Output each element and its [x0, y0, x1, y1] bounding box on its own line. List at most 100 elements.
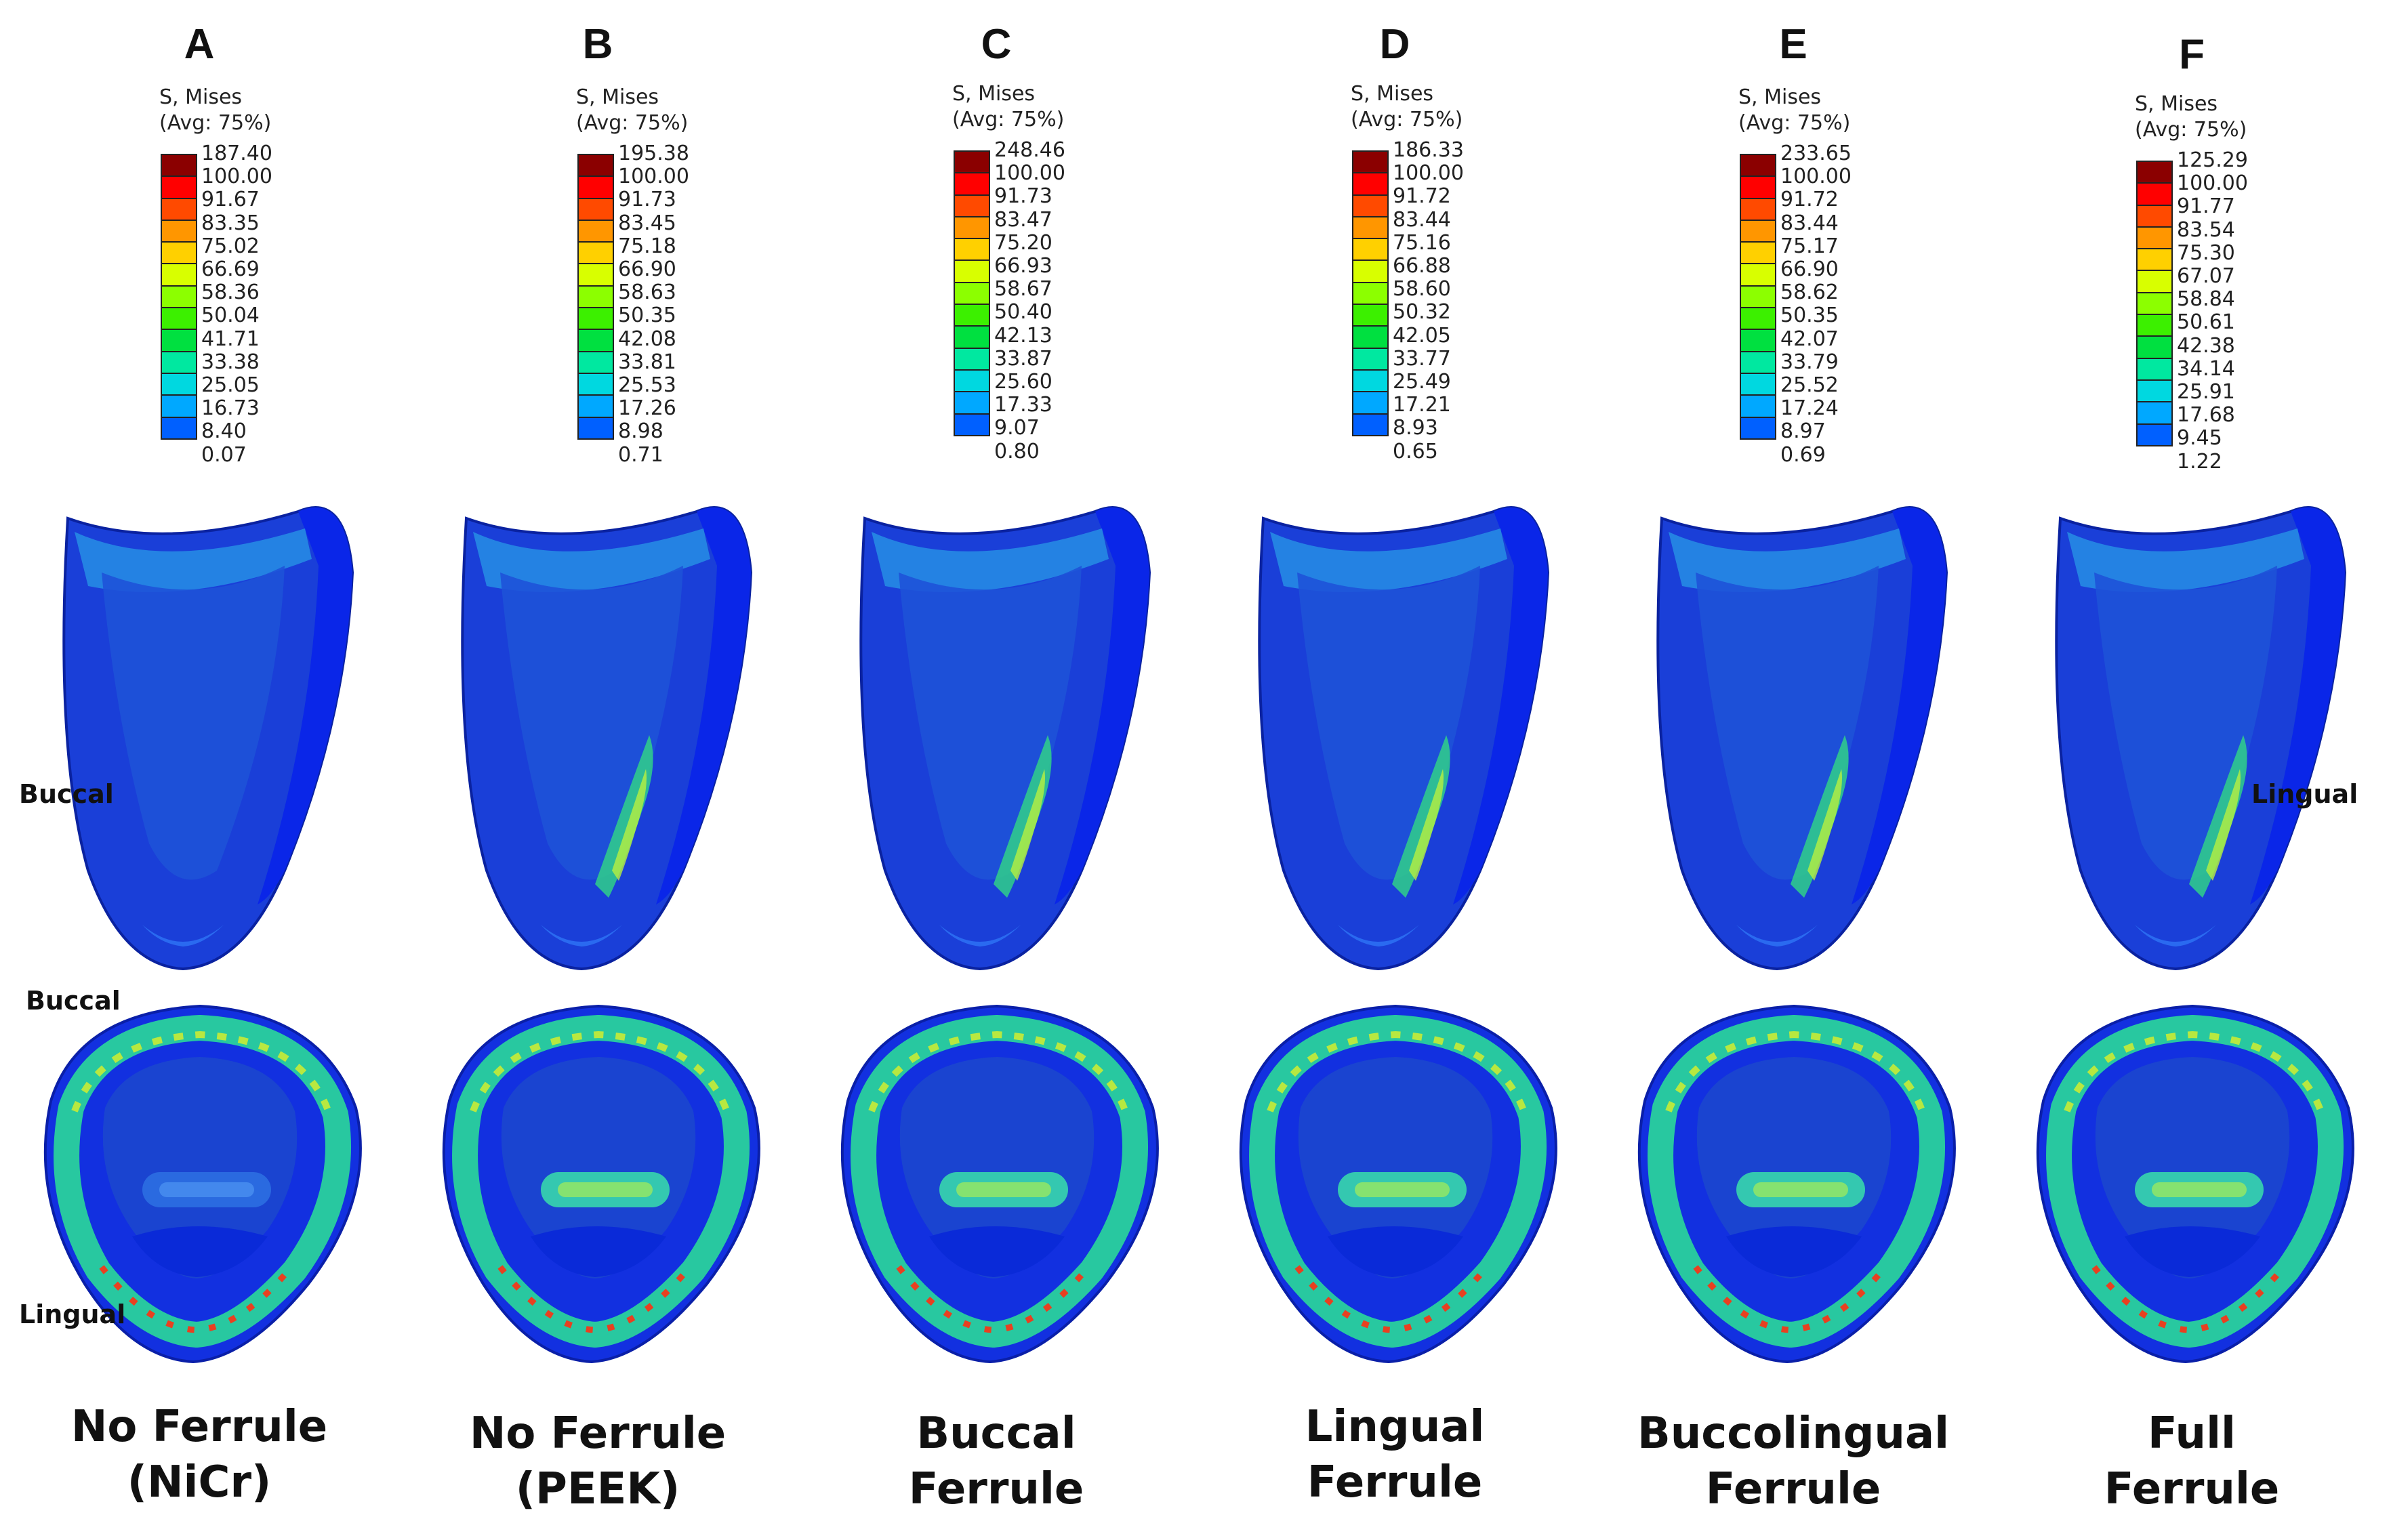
legend-title: S, Mises: [952, 82, 1036, 106]
legend-tick-label: 83.44: [1780, 211, 1839, 235]
occlusal-view-stress-plot: [840, 1004, 1159, 1364]
legend-tick-label: 91.72: [1393, 184, 1451, 209]
caption-line-1: No Ferrule: [70, 1402, 328, 1452]
legend-swatch: [955, 414, 989, 436]
panel-caption: Lingual Ferrule: [1196, 1399, 1594, 1510]
legend-tick-label: 33.79: [1780, 350, 1839, 374]
stress-streak: [994, 735, 1052, 898]
legend-swatch: [1353, 239, 1387, 262]
legend-title: S, Mises: [1738, 85, 1822, 109]
legend-swatch: [1741, 220, 1775, 243]
legend-swatch: [1353, 152, 1387, 174]
legend-tick-label: 42.07: [1780, 327, 1839, 351]
legend-tick-label: 58.62: [1780, 280, 1839, 305]
stress-legend: S, Mises (Avg: 75%) 233.65 100.00 91.72 83.44…: [1738, 85, 2023, 491]
legend-tick-label: 17.68: [2177, 403, 2235, 428]
panel-caption: Buccal Ferrule: [797, 1406, 1196, 1517]
legend-tick-label: 91.72: [1780, 188, 1839, 212]
legend-swatch: [955, 261, 989, 283]
legend-tick-label: 25.53: [618, 373, 676, 397]
legend-title: S, Mises: [576, 85, 659, 109]
legend-swatch: [955, 392, 989, 415]
legend-swatch: [955, 195, 989, 217]
stress-legend: S, Mises (Avg: 75%) 248.46 100.00 91.73 83.47…: [952, 81, 1237, 488]
legend-swatch: [162, 373, 196, 396]
panel-letter: C: [981, 21, 1012, 68]
side-view-stress-plot: [62, 506, 354, 971]
legend-swatch: [162, 264, 196, 287]
side-view-stress-plot: [2055, 506, 2347, 971]
legend-tick-label: 83.45: [618, 211, 676, 235]
legend-swatch: [1741, 243, 1775, 265]
root-tip: [2135, 925, 2216, 946]
legend-tick-label: 17.26: [618, 396, 676, 421]
legend-tick-label: 8.40: [201, 419, 247, 444]
root-tip: [541, 925, 622, 946]
rim-highlight: [1270, 528, 1507, 592]
legend-tick-label: 58.63: [618, 280, 676, 305]
legend-tick-label: 187.40: [201, 142, 272, 165]
floor-region: [1726, 1226, 1862, 1277]
legend-swatch: [2138, 315, 2171, 337]
stress-legend: S, Mises (Avg: 75%) 187.40 100.00 91.67 83.35…: [159, 85, 444, 491]
caption-line-1: No Ferrule: [469, 1409, 727, 1459]
legend-swatch: [955, 327, 989, 349]
root-tip: [939, 925, 1021, 946]
legend-swatch: [955, 239, 989, 262]
legend-swatch: [579, 155, 613, 178]
legend-tick-label: 100.00: [1780, 165, 1852, 189]
caption-line-1: Buccal: [916, 1409, 1076, 1459]
legend-tick-label: 33.38: [201, 350, 260, 374]
legend-tick-label: 50.40: [994, 300, 1053, 325]
caption-line-2: (NiCr): [127, 1457, 272, 1507]
legend-tick-label: 75.02: [201, 234, 260, 258]
legend-tick-label: 75.16: [1393, 230, 1451, 255]
side-view-stress-plot: [1656, 506, 1948, 971]
legend-swatch: [1353, 414, 1387, 436]
legend-swatch: [1353, 195, 1387, 217]
legend-swatch: [579, 308, 613, 331]
legend-swatch: [1353, 392, 1387, 415]
panel-b: B S, Mises (Avg: 75%) 195.38 100.00 91.73 83.4…: [398, 0, 797, 1540]
legend-color-bar: [954, 150, 990, 436]
legend-tick-label: 0.69: [1780, 442, 1826, 467]
legend-swatch: [162, 330, 196, 352]
legend-tick-label: 66.93: [994, 254, 1053, 278]
panel-f: F S, Mises (Avg: 75%) 125.29 100.00 91.77 83.5…: [1992, 0, 2391, 1540]
legend-swatch: [579, 352, 613, 374]
panel-letter: A: [184, 21, 215, 68]
inner-cavity: [1696, 1057, 1892, 1278]
occlusal-view-stress-plot: [442, 1004, 760, 1364]
legend-tick-label: 75.30: [2177, 241, 2235, 265]
legend-swatch: [1353, 261, 1387, 283]
legend-subtitle: (Avg: 75%): [576, 111, 689, 135]
legend-swatch: [1741, 330, 1775, 352]
occlusal-view-stress-plot: [2036, 1004, 2354, 1364]
stress-ring: [54, 1014, 351, 1348]
stress-ring: [1648, 1014, 1945, 1348]
legend-swatch: [162, 308, 196, 331]
panel-c: C S, Mises (Avg: 75%) 248.46 100.00 91.73 83.4…: [797, 0, 1196, 1540]
stress-legend: S, Mises (Avg: 75%) 186.33 100.00 91.72 83.44…: [1351, 81, 1635, 488]
stress-legend: S, Mises (Avg: 75%) 195.38 100.00 91.73 83.45…: [576, 85, 861, 491]
legend-subtitle: (Avg: 75%): [952, 108, 1065, 131]
legend-title: S, Mises: [2135, 92, 2218, 116]
panel-caption: Full Ferrule: [1992, 1406, 2391, 1517]
legend-swatch: [579, 373, 613, 396]
caption-line-1: Full: [2148, 1409, 2236, 1459]
occlusal-view-stress-plot: [43, 1004, 362, 1364]
legend-subtitle: (Avg: 75%): [1738, 111, 1851, 135]
panel-letter: D: [1379, 21, 1410, 68]
legend-tick-label: 91.73: [994, 184, 1053, 209]
outer-wall: [2250, 507, 2345, 904]
legend-swatch: [1741, 177, 1775, 199]
legend-tick-label: 91.77: [2177, 194, 2235, 219]
legend-tick-label: 25.05: [201, 373, 260, 397]
legend-tick-label: 66.88: [1393, 254, 1451, 278]
stress-ring: [2046, 1014, 2344, 1348]
legend-swatch: [162, 199, 196, 221]
legend-tick-label: 66.69: [201, 257, 260, 281]
rim-highlight: [2067, 528, 2304, 592]
outer-wall: [656, 507, 751, 904]
floor-region: [132, 1226, 268, 1277]
